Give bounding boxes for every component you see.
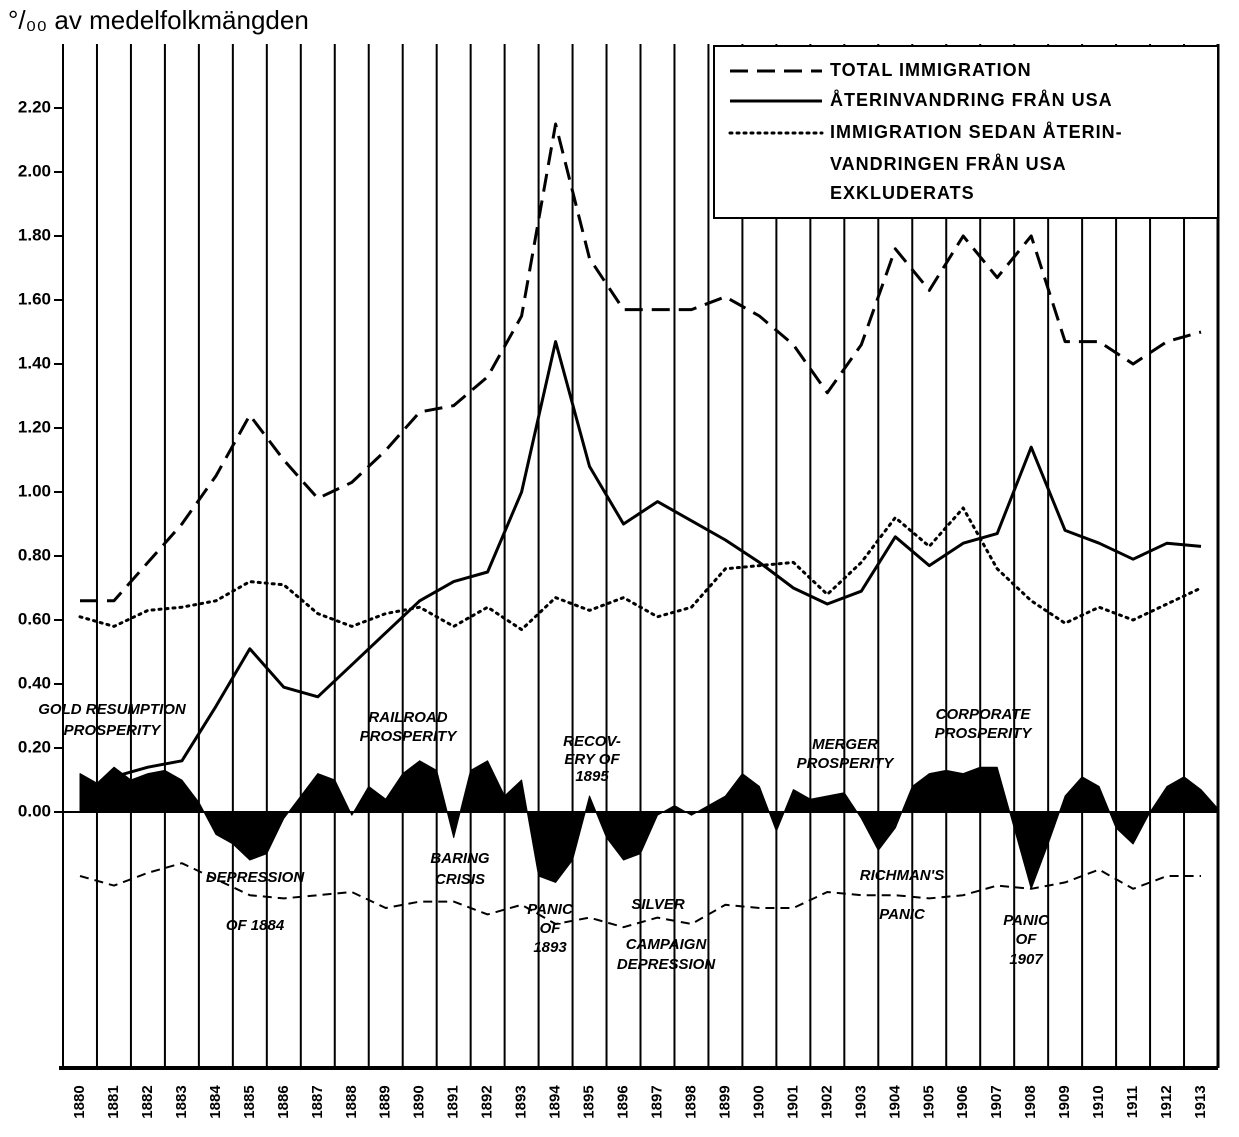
series-line <box>78 506 1203 632</box>
x-tick-label: 1884 <box>207 1085 224 1119</box>
x-tick-label: 1910 <box>1090 1085 1107 1118</box>
y-tick-label: 0.80 <box>18 545 51 564</box>
x-tick-label: 1906 <box>954 1085 971 1118</box>
annotation: CORPORATE <box>936 706 1032 723</box>
y-tick-label: 1.40 <box>18 353 51 372</box>
annotation: MERGER <box>812 736 878 753</box>
annotation: RAILROAD <box>368 709 447 726</box>
annotation: DEPRESSION <box>617 956 717 973</box>
annotation: OF 1884 <box>226 917 285 934</box>
annotation: 1907 <box>1009 951 1043 968</box>
legend-label: TOTAL IMMIGRATION <box>830 60 1032 80</box>
annotation: GOLD RESUMPTION <box>38 701 187 718</box>
x-tick-label: 1894 <box>547 1085 564 1119</box>
legend-box <box>713 45 1219 219</box>
legend-label: ÅTERINVANDRING FRÅN USA <box>830 90 1113 110</box>
legend-label: IMMIGRATION SEDAN ÅTERIN- VANDRINGEN FRÅ… <box>830 122 1129 203</box>
x-tick-label: 1907 <box>988 1085 1005 1118</box>
annotation: 1893 <box>533 939 567 956</box>
annotation: OF <box>540 920 562 937</box>
x-tick-label: 1881 <box>105 1085 122 1118</box>
x-tick-label: 1889 <box>377 1085 394 1118</box>
x-tick-label: 1912 <box>1158 1085 1175 1118</box>
annotation: PANIC <box>879 906 926 923</box>
x-tick-label: 1880 <box>71 1085 88 1118</box>
annotation: CRISIS <box>435 871 485 888</box>
x-tick-label: 1893 <box>513 1085 530 1118</box>
annotation: SILVER <box>631 896 685 913</box>
annotation: PROSPERITY <box>360 728 459 745</box>
annotation: 1895 <box>575 768 609 785</box>
annotation: ERY OF <box>564 751 620 768</box>
y-tick-label: 0.60 <box>18 609 51 628</box>
y-tick-label: 2.20 <box>18 97 51 116</box>
y-tick-label: 0.00 <box>18 801 51 820</box>
x-tick-label: 1888 <box>343 1085 360 1118</box>
x-tick-label: 1899 <box>716 1085 733 1118</box>
annotation: OF <box>1016 931 1038 948</box>
series-line <box>113 340 1202 779</box>
x-tick-label: 1908 <box>1022 1085 1039 1118</box>
y-tick-label: 1.00 <box>18 481 51 500</box>
annotation: PROSPERITY <box>935 725 1034 742</box>
x-tick-label: 1885 <box>241 1085 258 1118</box>
x-tick-label: 1887 <box>309 1085 326 1118</box>
x-tick-label: 1892 <box>479 1085 496 1118</box>
y-tick-label: 1.80 <box>18 225 51 244</box>
x-tick-label: 1909 <box>1056 1085 1073 1118</box>
business-cycle-area <box>79 760 1219 890</box>
x-tick-label: 1890 <box>411 1085 428 1118</box>
x-tick-label: 1900 <box>750 1085 767 1118</box>
x-tick-label: 1898 <box>682 1085 699 1118</box>
x-tick-label: 1904 <box>886 1085 903 1119</box>
annotation: BARING <box>430 850 489 867</box>
x-tick-label: 1895 <box>580 1085 597 1118</box>
annotation: RICHMAN'S <box>860 867 944 884</box>
annotation: CAMPAIGN <box>626 936 708 953</box>
x-tick-label: 1903 <box>852 1085 869 1118</box>
annotation: DEPRESSION <box>206 869 306 886</box>
y-tick-label: 2.00 <box>18 161 51 180</box>
x-tick-label: 1897 <box>648 1085 665 1118</box>
x-tick-label: 1901 <box>784 1085 801 1118</box>
annotation: PROSPERITY <box>797 755 896 772</box>
annotation: RECOV- <box>563 733 621 750</box>
x-tick-label: 1883 <box>173 1085 190 1118</box>
y-axis-title: °/₀₀ av medelfolkmängden <box>8 5 309 35</box>
x-tick-label: 1905 <box>920 1085 937 1118</box>
annotation: PROSPERITY <box>64 722 163 739</box>
y-tick-label: 0.20 <box>18 737 51 756</box>
annotation: PANIC <box>1003 912 1050 929</box>
series-line <box>79 862 1201 929</box>
x-tick-label: 1913 <box>1192 1085 1209 1118</box>
y-tick-label: 1.60 <box>18 289 51 308</box>
annotation: PANIC <box>527 901 574 918</box>
x-tick-label: 1896 <box>614 1085 631 1118</box>
x-tick-label: 1911 <box>1124 1086 1141 1119</box>
legend: TOTAL IMMIGRATION ÅTERINVANDRING FRÅN USA… <box>713 45 1219 219</box>
y-tick-label: 0.40 <box>18 673 51 692</box>
x-tick-label: 1886 <box>275 1085 292 1118</box>
y-tick-label: 1.20 <box>18 417 51 436</box>
series-line <box>80 122 1202 603</box>
x-tick-label: 1891 <box>445 1085 462 1118</box>
x-tick-label: 1882 <box>139 1085 156 1118</box>
x-tick-label: 1902 <box>818 1085 835 1118</box>
